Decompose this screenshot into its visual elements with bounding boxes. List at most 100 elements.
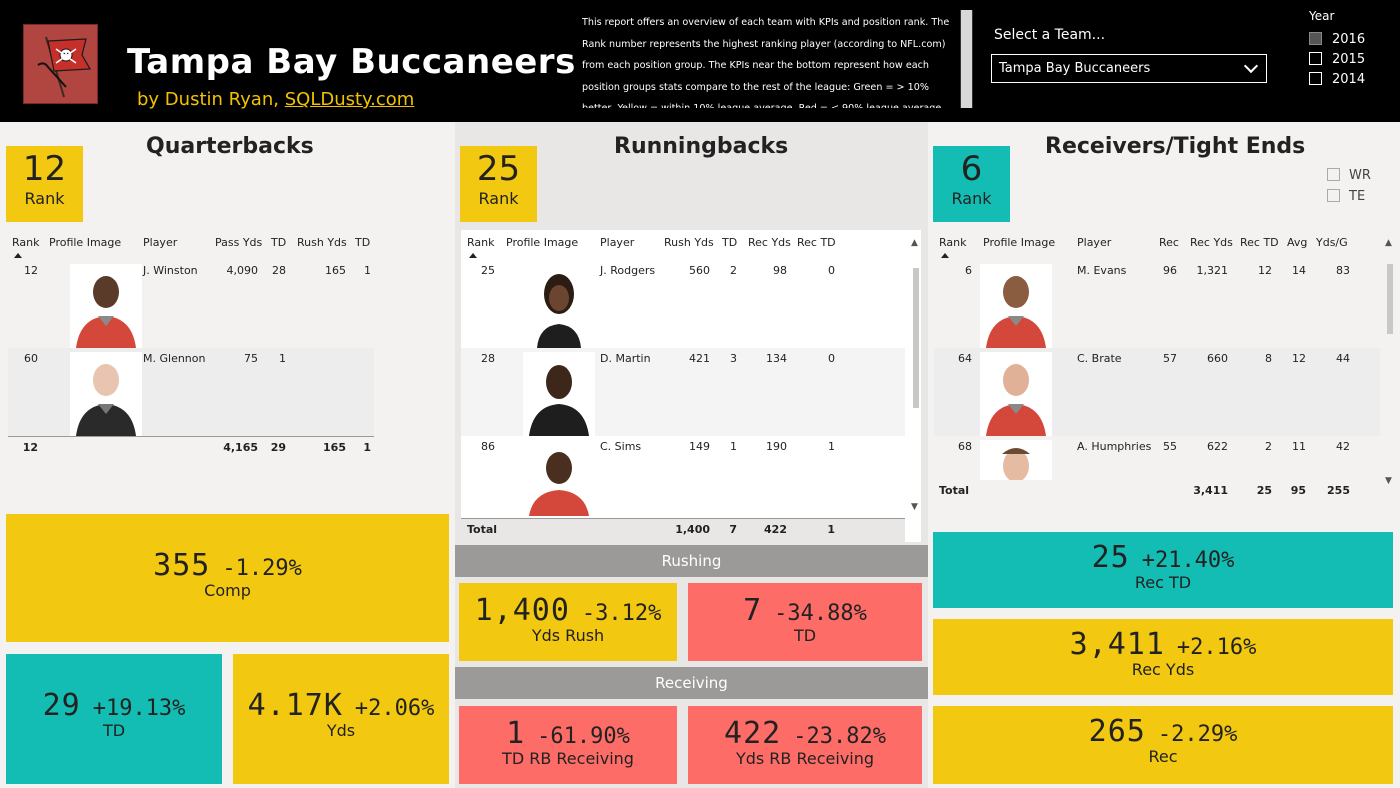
cell-rec: 96 [1163,264,1177,277]
kpi-td-rb-receiving-card: 1 -61.90% TD RB Receiving [459,706,677,784]
cell-total-label: Total [467,523,498,536]
cell-rush-td: 1 [364,264,371,277]
cell-rec-td: 8 [1265,352,1272,365]
year-option-2016[interactable]: 2016 [1309,32,1365,47]
filter-label: TE [1349,189,1366,204]
col-header-profile-image[interactable]: Profile Image [983,236,1056,249]
table-row[interactable]: 64 C. Brate 57 660 8 12 44 [934,348,1380,436]
cell-rec-td: 12 [1258,264,1272,277]
cell-rush-td: 1 [363,441,371,454]
col-header-player[interactable]: Player [600,236,635,249]
team-dropdown[interactable]: Tampa Bay Buccaneers [991,54,1267,83]
table-row[interactable]: 6 M. Evans 96 1,321 12 14 83 [934,260,1380,348]
cell-rank: 64 [958,352,972,365]
kpi-delta: -1.29% [222,556,302,581]
scroll-thumb[interactable] [1387,264,1393,334]
cell-rec-td: 0 [828,264,835,277]
col-header-pass-yds[interactable]: Pass Yds [215,236,263,249]
kpi-value: 265 [1088,714,1146,749]
kpi-delta: +2.06% [354,696,435,721]
cell-rec-td: 0 [828,352,835,365]
col-header-yds-per-game[interactable]: Yds/G [1316,236,1348,249]
cell-rank: 68 [958,440,972,453]
cell-rec-td: 25 [1256,484,1272,497]
quarterbacks-title: Quarterbacks [146,134,314,159]
rb-table-scrollbar[interactable]: ▲ ▼ [911,238,921,518]
year-option-2014[interactable]: 2014 [1309,72,1365,87]
cell-rec-yds: 1,321 [1196,264,1229,277]
col-header-rush-td[interactable]: TD [355,236,371,249]
table-row[interactable]: 68 A. Humphries 55 622 2 11 42 [934,436,1380,480]
col-header-td[interactable]: TD [271,236,287,249]
kpi-label: Rec TD [1134,573,1192,592]
col-header-rec[interactable]: Rec [1159,236,1179,249]
qb-rank-value: 12 [22,149,67,189]
table-row[interactable]: 12 J. Winston 4,090 28 165 1 [8,260,374,348]
kpi-label: TD [793,626,817,645]
kpi-yds-card: 4.17K +2.06% Yds [233,654,449,784]
col-header-rush-yds[interactable]: Rush Yds [664,236,714,249]
cell-pass-yds: 75 [244,352,258,365]
col-header-profile-image[interactable]: Profile Image [506,236,579,249]
table-row[interactable]: 60 M. Glennon 75 1 [8,348,374,436]
cell-rank: 60 [24,352,38,365]
cell-player: C. Brate [1077,352,1122,365]
year-option-2015[interactable]: 2015 [1309,52,1365,67]
receivers-panel: Receivers/Tight Ends 6 Rank WR TE Rank P… [928,122,1400,788]
scroll-thumb[interactable] [913,268,919,408]
kpi-label: Rec Yds [1131,660,1195,679]
col-header-player[interactable]: Player [143,236,178,249]
cell-player: J. Rodgers [600,264,656,277]
filter-te[interactable]: TE [1327,189,1365,204]
col-header-profile-image[interactable]: Profile Image [49,236,122,249]
kpi-delta: -34.88% [774,601,867,626]
scroll-thumb[interactable] [961,10,972,108]
kpi-label: TD RB Receiving [502,749,634,768]
cell-player: A. Humphries [1077,440,1152,453]
cell-avg: 12 [1292,352,1306,365]
col-header-rec-td[interactable]: Rec TD [797,236,836,249]
report-description: This report offers an overview of each t… [582,17,950,108]
table-row[interactable]: 25 J. Rodgers 560 2 98 0 [461,260,905,348]
col-header-rank[interactable]: Rank [467,236,495,249]
table-row[interactable]: 86 C. Sims 149 1 190 1 [461,436,905,518]
col-header-rank[interactable]: Rank [939,236,967,249]
cell-pass-yds: 4,090 [226,264,259,277]
description-scrollbar[interactable] [960,10,973,108]
wr-table-scrollbar[interactable]: ▲ ▼ [1385,238,1395,490]
author-link[interactable]: SQLDusty.com [284,89,415,110]
cell-td: 28 [272,264,286,277]
report-title: Tampa Bay Buccaneers [127,42,576,82]
col-header-td[interactable]: TD [722,236,738,249]
scroll-up-icon[interactable]: ▲ [1385,238,1392,248]
scroll-down-icon[interactable]: ▼ [911,502,918,512]
chevron-down-icon [1243,58,1259,74]
kpi-value: 7 [743,593,763,628]
kpi-rec-td-card: 25 +21.40% Rec TD [933,532,1393,608]
col-header-rush-yds[interactable]: Rush Yds [297,236,347,249]
filter-wr[interactable]: WR [1327,168,1371,183]
total-row: Total 1,400 7 422 1 [461,518,905,542]
total-row: Total 3,411 25 95 255 [934,480,1380,504]
runningbacks-panel: Runningbacks 25 Rank Rank Profile Image … [455,122,928,788]
scroll-up-icon[interactable]: ▲ [911,238,918,248]
kpi-label: Yds [326,721,356,740]
cell-rec-yds: 98 [773,264,787,277]
col-header-avg[interactable]: Avg [1287,236,1308,249]
kpi-value: 422 [724,716,782,751]
player-photo [523,264,595,348]
kpi-value: 4.17K [247,688,343,723]
quarterbacks-panel: Quarterbacks 12 Rank Rank Profile Image … [0,122,455,788]
kpi-yds-rb-receiving-card: 422 -23.82% Yds RB Receiving [688,706,922,784]
col-header-player[interactable]: Player [1077,236,1112,249]
table-row[interactable]: 28 D. Martin 421 3 134 0 [461,348,905,436]
col-header-rec-td[interactable]: Rec TD [1240,236,1279,249]
col-header-rank[interactable]: Rank [12,236,40,249]
col-header-rec-yds[interactable]: Rec Yds [1190,236,1233,249]
year-option-label: 2015 [1332,52,1366,67]
scroll-down-icon[interactable]: ▼ [1385,476,1392,486]
checkbox-icon [1309,52,1322,65]
team-select-label: Select a Team... [994,27,1106,43]
col-header-rec-yds[interactable]: Rec Yds [748,236,791,249]
